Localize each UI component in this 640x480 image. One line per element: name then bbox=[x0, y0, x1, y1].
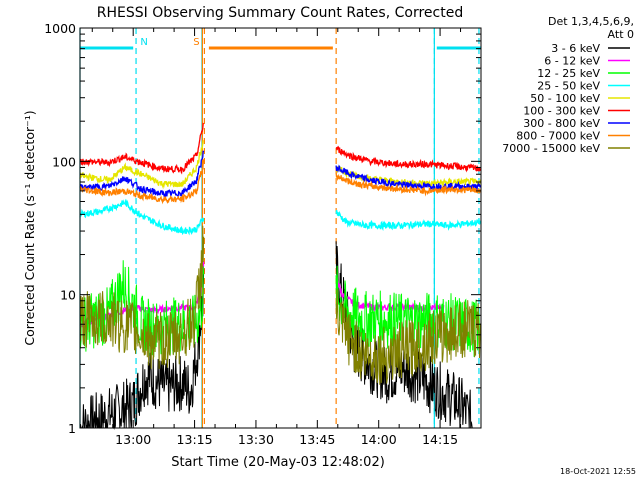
footer-timestamp: 18-Oct-2021 12:55 bbox=[560, 467, 636, 476]
legend-label: 7000 - 15000 keV bbox=[502, 142, 600, 155]
series-line bbox=[335, 164, 482, 192]
legend-label: 300 - 800 keV bbox=[523, 117, 600, 130]
chart-title: RHESSI Observing Summary Count Rates, Co… bbox=[97, 5, 463, 21]
event-marker-label: S bbox=[193, 37, 199, 48]
series-layer bbox=[79, 122, 482, 430]
series-line bbox=[79, 139, 205, 190]
x-axis-label: Start Time (20-May-03 12:48:02) bbox=[171, 455, 385, 470]
x-tick-label: 14:00 bbox=[361, 432, 397, 447]
x-tick-label: 13:45 bbox=[299, 432, 335, 447]
legend-label: 6 - 12 keV bbox=[544, 55, 600, 68]
y-tick-label: 10 bbox=[60, 288, 76, 303]
legend-label: 12 - 25 keV bbox=[537, 67, 600, 80]
x-tick-label: 13:15 bbox=[177, 432, 213, 447]
legend-label: 800 - 7000 keV bbox=[516, 130, 600, 143]
y-axis-label: Corrected Count Rate (s⁻¹ detector⁻¹) bbox=[22, 110, 37, 345]
series-line bbox=[335, 172, 481, 197]
series-line bbox=[335, 265, 481, 357]
series-line bbox=[79, 159, 205, 205]
legend-label: 50 - 100 keV bbox=[530, 92, 600, 105]
x-tick-label: 13:30 bbox=[238, 432, 274, 447]
legend-label: 25 - 50 keV bbox=[537, 80, 600, 93]
legend-header-attenuator: Att 0 bbox=[608, 28, 634, 41]
series-line bbox=[79, 225, 205, 369]
event-marker-label: N bbox=[140, 37, 147, 48]
series-line bbox=[335, 145, 482, 173]
x-tick-label: 13:00 bbox=[115, 432, 151, 447]
legend-header-detectors: Det 1,3,4,5,6,9, bbox=[548, 15, 634, 28]
series-line bbox=[79, 122, 205, 175]
series-line bbox=[79, 198, 205, 236]
legend-label: 100 - 300 keV bbox=[523, 105, 600, 118]
series-line bbox=[335, 210, 482, 232]
plot-frame bbox=[79, 27, 482, 429]
axes-layer: 13:00 13:15 13:30 13:45 14:00 14:15 1 10 100 1000 bbox=[44, 21, 482, 447]
y-tick-label: 1 bbox=[68, 421, 76, 436]
legend-label: 3 - 6 keV bbox=[551, 42, 600, 55]
x-tick-label: 14:15 bbox=[422, 432, 458, 447]
y-tick-label: 1000 bbox=[44, 21, 76, 36]
y-tick-label: 100 bbox=[52, 154, 76, 169]
series-line bbox=[335, 289, 481, 385]
